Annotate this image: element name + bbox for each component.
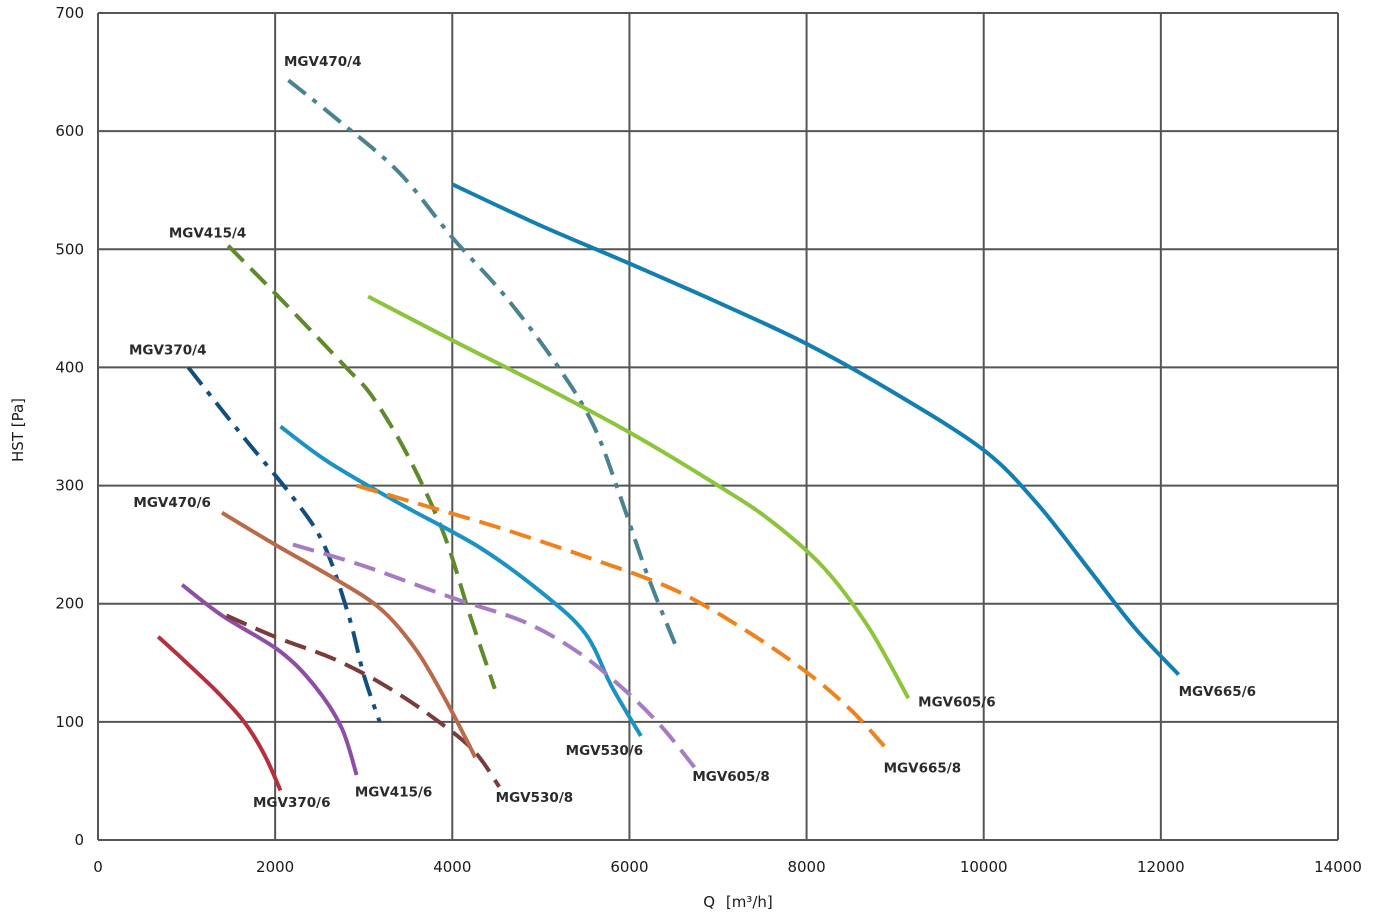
x-axis-label-unit: [m³/h] — [726, 893, 773, 911]
series-label-mgv370-4: MGV370/4 — [129, 342, 206, 358]
x-tick-labels: 0 2000 4000 6000 8000 10000 12000 14000 — [93, 858, 1362, 876]
series-line-mgv370-6 — [156, 635, 283, 792]
series-label-mgv665-6: MGV665/6 — [1179, 684, 1256, 700]
series-label-mgv415-6: MGV415/6 — [355, 784, 432, 800]
series-line-mgv605-8 — [292, 542, 698, 771]
y-tick-label-2: 200 — [55, 595, 84, 613]
series-line-mgv665-6 — [451, 182, 1181, 676]
y-tick-label-4: 400 — [55, 358, 84, 376]
series-label-mgv530-8: MGV530/8 — [496, 790, 573, 806]
series-line-mgv470-4 — [287, 78, 678, 646]
series-line-mgv665-8 — [356, 483, 891, 753]
y-tick-label-0: 0 — [74, 831, 84, 849]
y-tick-label-7: 700 — [55, 4, 84, 22]
y-tick-label-1: 100 — [55, 713, 84, 731]
series-line-mgv605-6 — [367, 294, 911, 700]
x-tick-label-6: 12000 — [1137, 858, 1185, 876]
series-label-mgv605-8: MGV605/8 — [692, 769, 769, 785]
series-line-mgv530-8 — [225, 613, 501, 788]
series-labels: MGV470/4 MGV415/4 MGV370/4 MGV470/6 MGV370/6… — [129, 54, 1256, 811]
x-tick-label-5: 10000 — [960, 858, 1008, 876]
series-label-mgv470-4: MGV470/4 — [284, 54, 361, 70]
y-axis-label: HST [Pa] — [9, 398, 27, 462]
x-tick-label-0: 0 — [93, 858, 103, 876]
series-line-mgv530-6 — [279, 424, 643, 738]
x-tick-label-4: 8000 — [787, 858, 825, 876]
plot-background — [98, 13, 1338, 840]
x-axis-label-prefix: Q — [703, 893, 715, 911]
x-tick-label-3: 6000 — [610, 858, 648, 876]
series-label-mgv605-6: MGV605/6 — [918, 694, 995, 710]
y-tick-label-6: 600 — [55, 122, 84, 140]
series-label-mgv530-6: MGV530/6 — [566, 743, 643, 759]
x-tick-label-1: 2000 — [256, 858, 294, 876]
x-tick-label-7: 14000 — [1314, 858, 1362, 876]
y-tick-labels: 0 100 200 300 400 500 600 700 — [55, 4, 84, 849]
series-label-mgv470-6: MGV470/6 — [133, 495, 210, 511]
series-line-mgv415-6 — [180, 583, 359, 776]
y-tick-label-5: 500 — [55, 240, 84, 258]
y-tick-label-3: 300 — [55, 477, 84, 495]
x-axis-label: Q [m³/h] — [703, 893, 772, 911]
series-layer — [156, 78, 1181, 792]
grid-lines — [97, 12, 1339, 841]
series-line-mgv470-6 — [220, 510, 478, 759]
series-label-mgv370-6: MGV370/6 — [253, 795, 330, 811]
series-label-mgv415-4: MGV415/4 — [169, 225, 246, 241]
x-tick-label-2: 4000 — [433, 858, 471, 876]
series-label-mgv665-8: MGV665/8 — [884, 761, 961, 777]
